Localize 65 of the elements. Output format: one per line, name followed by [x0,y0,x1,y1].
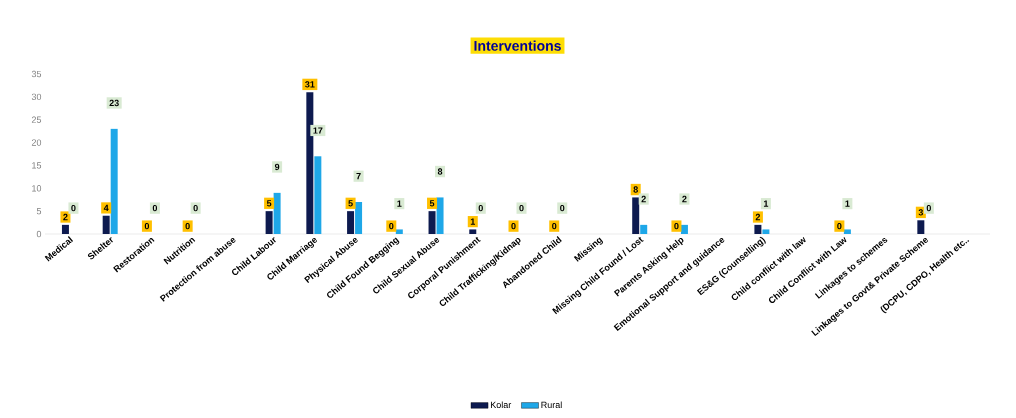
data-label: 0 [552,222,557,230]
data-label: 0 [926,204,931,212]
bar [680,224,688,234]
data-label: 4 [103,204,109,212]
bar [61,224,69,234]
bar [917,220,925,234]
y-tick-label: 15 [32,162,42,169]
chart-title: Interventions [474,40,561,51]
bar [347,211,355,234]
y-tick-label: 25 [31,116,42,123]
bar [469,229,477,234]
data-label: 0 [152,204,158,212]
data-label: 8 [437,168,443,175]
data-label: 0 [519,204,524,212]
data-label: 0 [144,222,150,230]
data-label: 23 [109,99,119,107]
legend-label: Kolar [490,401,512,409]
data-label: 5 [429,200,435,207]
legend-label: Rural [541,401,562,409]
data-label: 2 [755,213,761,221]
y-tick-label: 5 [36,208,42,215]
data-label: 1 [845,200,850,207]
bar [428,211,436,234]
data-label: 2 [682,195,687,203]
data-label: 9 [274,163,280,171]
data-label: 31 [305,81,315,88]
data-label: 0 [478,204,483,212]
data-label: 1 [397,200,402,207]
data-label: 5 [348,200,353,207]
data-label: 0 [185,222,190,230]
y-tick-label: 35 [31,70,42,78]
data-label: 1 [470,218,476,225]
bar [110,128,118,234]
data-label: 0 [560,204,565,212]
y-tick-label: 20 [31,139,42,146]
data-label: 17 [313,127,323,134]
y-tick-label: 10 [32,185,42,192]
bar [843,229,851,234]
data-label: 3 [918,209,924,216]
bar [265,211,273,234]
data-label: 7 [356,173,361,180]
data-label: 2 [63,213,68,221]
data-label: 0 [674,222,679,230]
data-label: 5 [266,200,272,207]
bar [102,215,110,234]
data-label: 0 [837,222,842,230]
bar [273,192,281,234]
data-label: 0 [71,204,76,212]
data-label: 8 [633,186,638,193]
bar [640,224,648,234]
bar [632,197,640,234]
bar [314,156,322,234]
y-tick-label: 30 [31,93,42,101]
data-label: 0 [389,222,394,230]
bar [762,229,770,234]
data-label: 0 [193,204,198,212]
data-label: 0 [511,222,516,230]
y-tick-label: 0 [36,230,42,238]
data-label: 1 [763,200,769,207]
bar [436,197,444,234]
bar [306,92,314,234]
data-label: 2 [641,195,646,203]
bar [754,224,762,234]
bar [395,229,403,234]
bar [355,202,363,234]
